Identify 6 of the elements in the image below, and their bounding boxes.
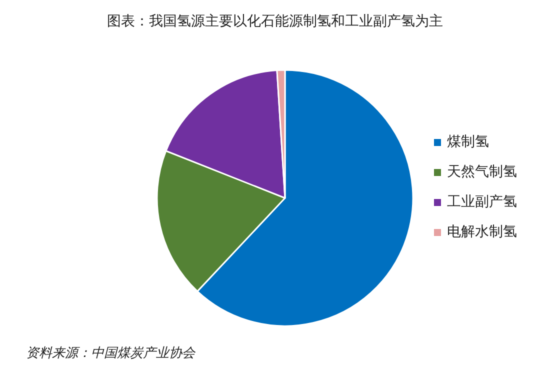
- chart-title: 图表：我国氢源主要以化石能源制氢和工业副产氢为主: [107, 14, 443, 30]
- legend-label: 电解水制氢: [447, 224, 517, 240]
- legend-label: 工业副产氢: [447, 194, 517, 210]
- legend-label: 煤制氢: [447, 134, 489, 150]
- legend-label: 天然气制氢: [447, 164, 517, 180]
- text: 资料来源：中国煤炭产业协会: [26, 345, 196, 360]
